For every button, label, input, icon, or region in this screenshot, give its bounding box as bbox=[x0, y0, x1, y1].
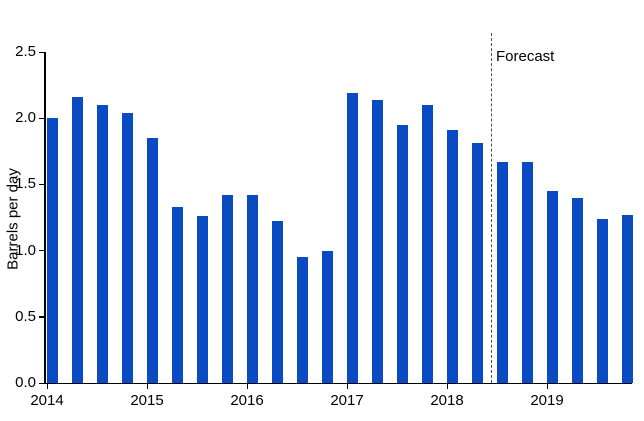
y-tick bbox=[39, 250, 44, 252]
forecast-divider-line bbox=[491, 33, 492, 383]
y-axis-line bbox=[44, 52, 46, 384]
bar bbox=[297, 257, 308, 383]
bar bbox=[97, 104, 108, 383]
x-tick-label: 2016 bbox=[230, 392, 264, 409]
y-tick bbox=[39, 183, 44, 186]
x-tick bbox=[47, 384, 49, 389]
y-tick-label: 0.5 bbox=[15, 307, 36, 325]
y-tick-label: 1.0 bbox=[15, 241, 36, 259]
y-tick-label: 2.0 bbox=[15, 109, 36, 127]
x-tick bbox=[547, 384, 549, 389]
bar bbox=[447, 130, 458, 383]
bar bbox=[172, 206, 183, 383]
bar bbox=[622, 214, 633, 383]
x-tick-label: 2014 bbox=[30, 392, 64, 409]
x-tick-label: 2018 bbox=[430, 392, 464, 409]
x-tick bbox=[147, 384, 149, 389]
bar bbox=[547, 191, 558, 383]
x-tick bbox=[347, 384, 349, 389]
bar bbox=[222, 194, 233, 383]
bar bbox=[397, 124, 408, 383]
bar bbox=[372, 99, 383, 383]
y-tick bbox=[39, 117, 44, 120]
x-tick-label: 2019 bbox=[530, 392, 564, 409]
y-tick-label: 0.0 bbox=[15, 374, 36, 392]
bar bbox=[322, 250, 333, 383]
bar bbox=[497, 161, 508, 383]
x-tick bbox=[447, 384, 449, 389]
x-axis-line bbox=[44, 382, 632, 384]
y-tick-label: 1.5 bbox=[15, 175, 36, 193]
y-tick bbox=[39, 51, 44, 53]
bar bbox=[147, 138, 158, 383]
bar bbox=[472, 143, 483, 383]
bar bbox=[422, 104, 433, 383]
x-tick bbox=[247, 384, 249, 389]
bar bbox=[72, 97, 83, 383]
forecast-label: Forecast bbox=[496, 48, 555, 65]
bar bbox=[347, 93, 358, 383]
bar bbox=[597, 218, 608, 383]
x-tick-label: 2017 bbox=[330, 392, 364, 409]
bar bbox=[122, 112, 133, 383]
bar bbox=[247, 194, 258, 383]
bar bbox=[522, 161, 533, 383]
bar bbox=[572, 197, 583, 383]
y-tick-label: 2.5 bbox=[15, 43, 36, 61]
bar bbox=[197, 216, 208, 383]
y-tick bbox=[39, 316, 44, 318]
bar bbox=[272, 221, 283, 383]
x-tick-label: 2015 bbox=[130, 392, 164, 409]
y-tick bbox=[39, 382, 44, 384]
bar bbox=[47, 118, 58, 383]
